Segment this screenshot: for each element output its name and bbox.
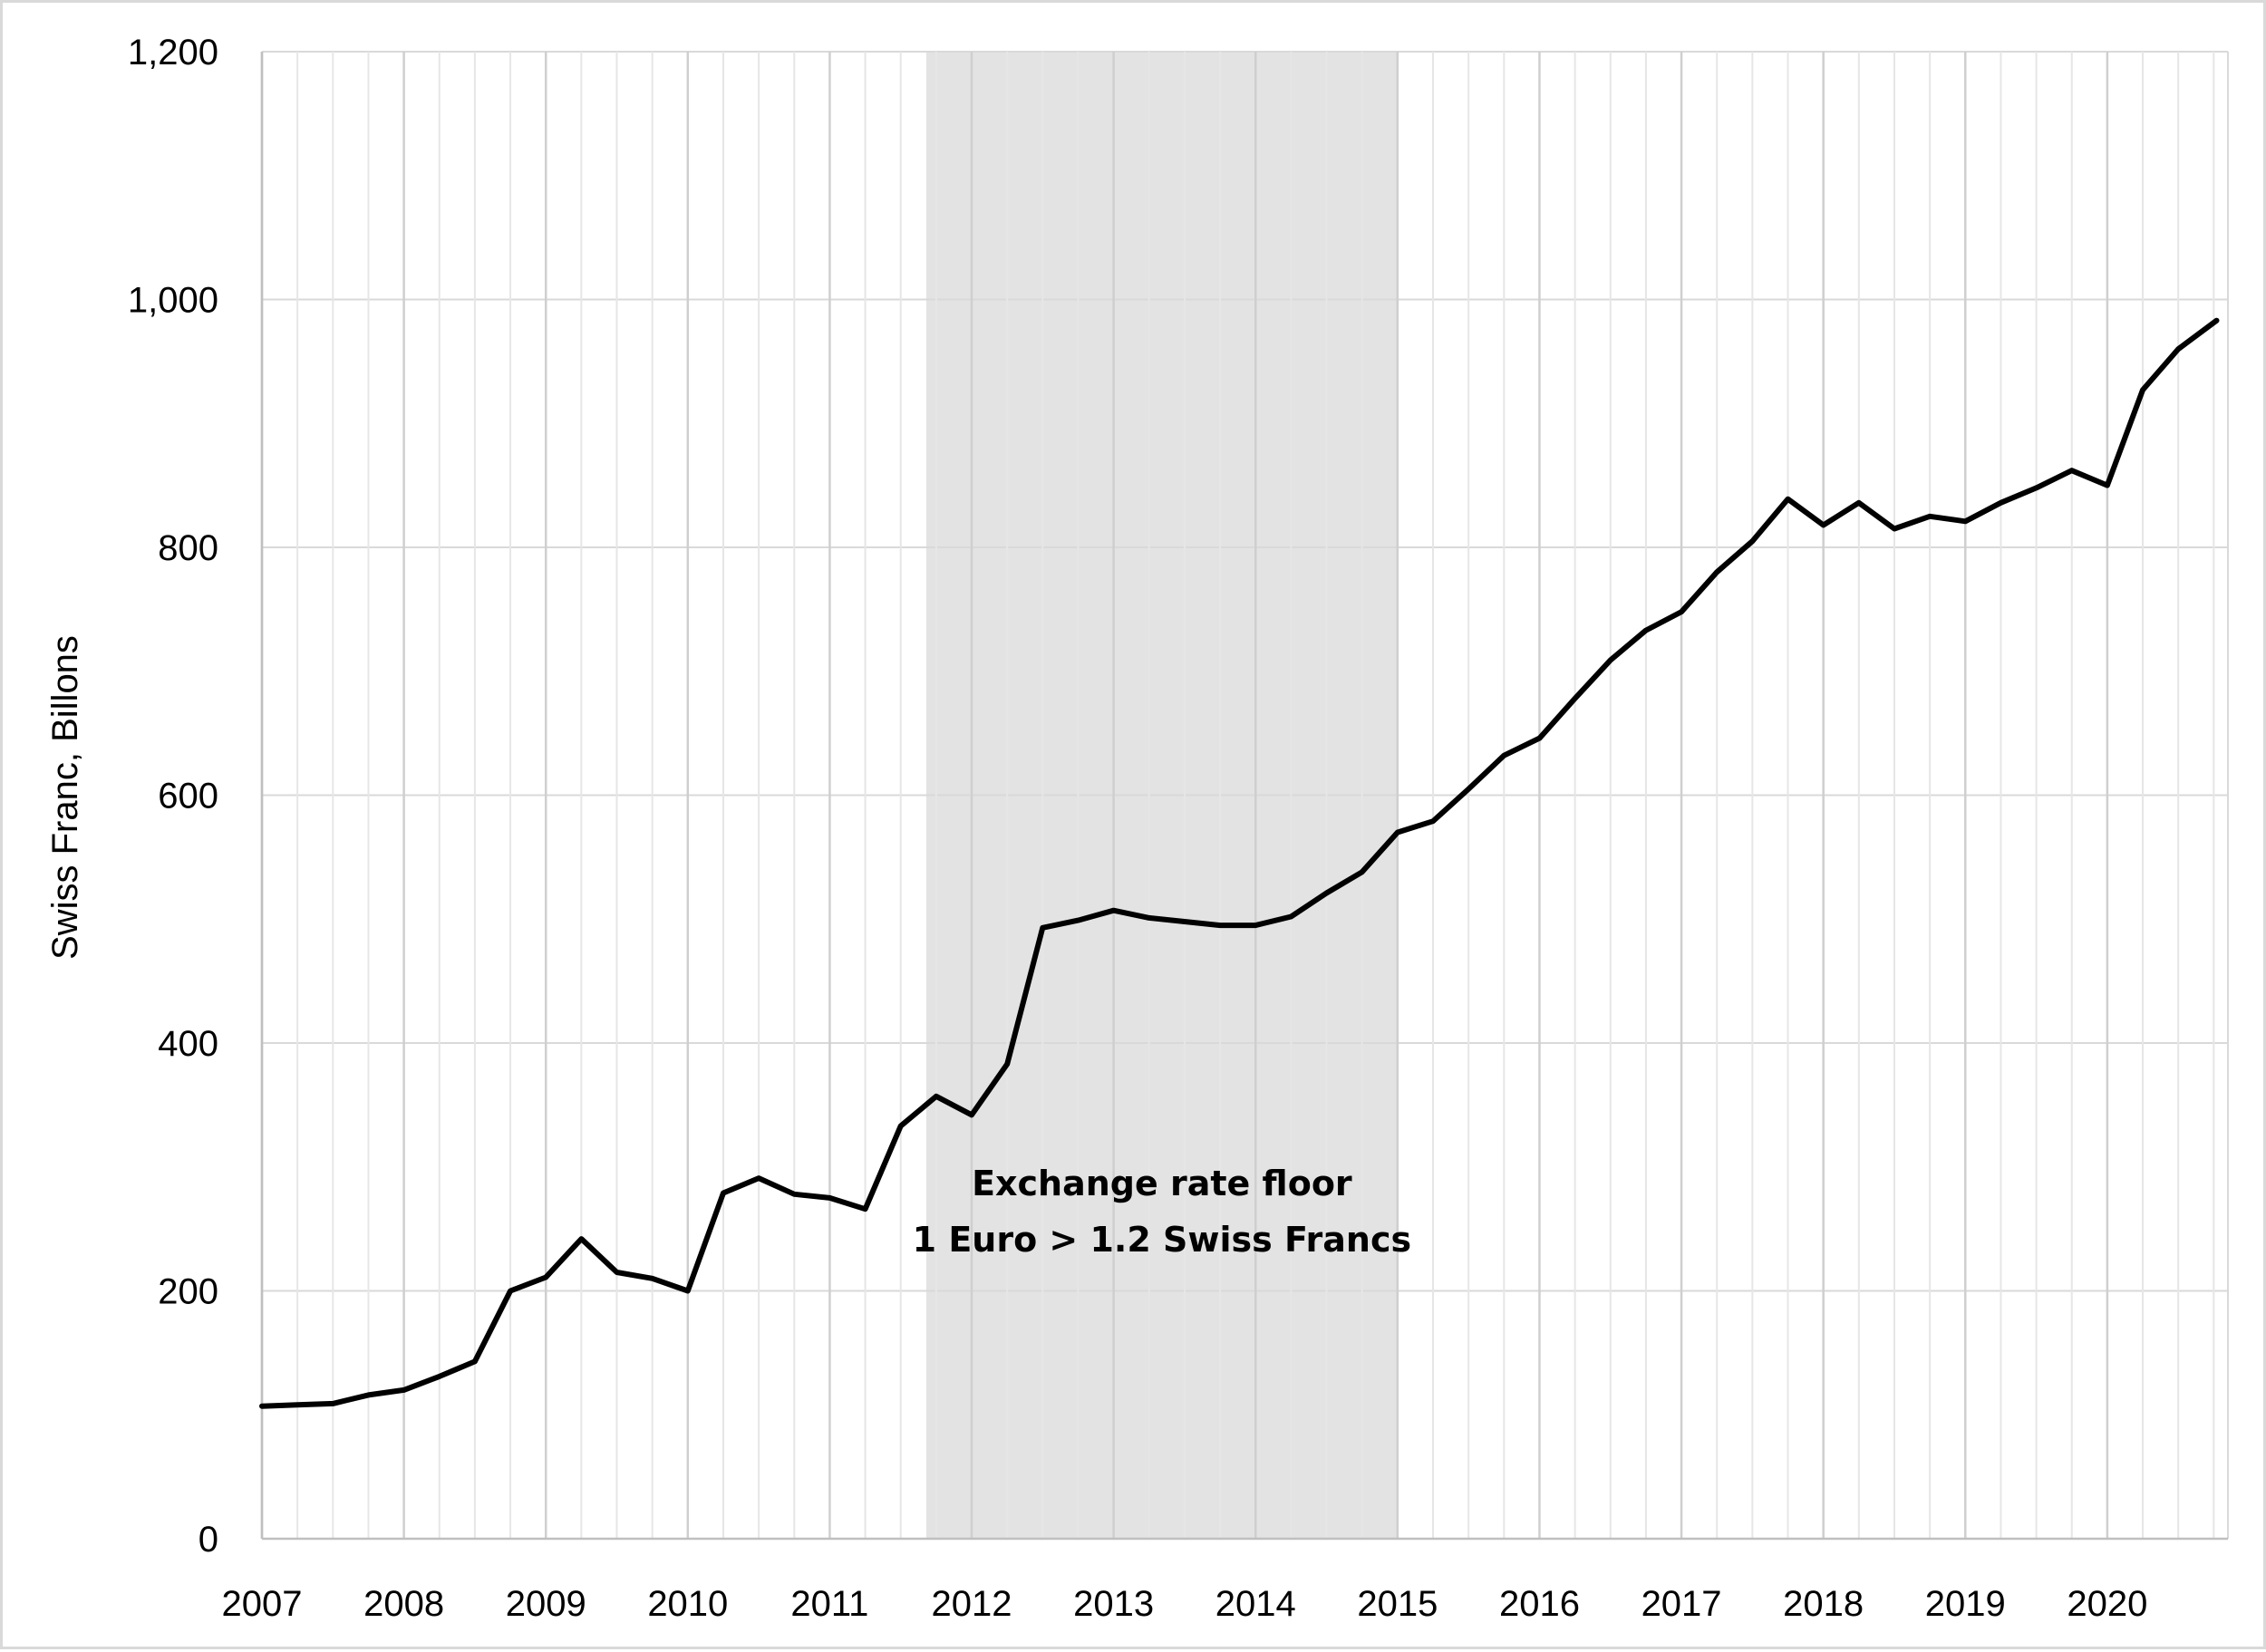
data-point (1962, 518, 1968, 524)
x-tick-label: 2009 (506, 1584, 586, 1624)
label-layer: Swiss Franc, Billons Exchange rate floor… (45, 33, 2147, 1624)
x-tick-label: 2020 (2067, 1584, 2147, 1624)
x-tick-label: 2012 (932, 1584, 1012, 1624)
data-point (2069, 468, 2075, 473)
line-chart: Swiss Franc, Billons Exchange rate floor… (45, 33, 2229, 1624)
data-point (1679, 609, 1684, 614)
data-point (1786, 497, 1791, 502)
data-point (1998, 500, 2003, 506)
data-point (1147, 915, 1152, 921)
data-point (2175, 346, 2181, 352)
data-point (1466, 787, 1471, 792)
data-point (1004, 1061, 1010, 1067)
data-point (721, 1190, 726, 1195)
data-point (791, 1192, 797, 1197)
x-tick-label: 2015 (1357, 1584, 1438, 1624)
data-point (1430, 818, 1436, 824)
data-point (898, 1124, 904, 1129)
data-point (650, 1276, 655, 1281)
data-point (402, 1387, 407, 1393)
data-point (295, 1402, 300, 1407)
series-line (259, 317, 2220, 1409)
y-tick-label: 400 (158, 1024, 218, 1064)
data-point (934, 1094, 939, 1099)
y-tick-label: 600 (158, 777, 218, 816)
data-point (472, 1358, 478, 1364)
data-point (259, 1404, 265, 1409)
x-tick-label: 2013 (1073, 1584, 1154, 1624)
data-point (1643, 628, 1649, 633)
shaded-region-label-line1: Exchange rate floor (972, 1164, 1352, 1203)
data-point (1075, 918, 1080, 923)
data-point (1501, 753, 1506, 758)
data-point (756, 1175, 761, 1181)
data-point (1182, 919, 1187, 924)
y-tick-label: 0 (199, 1520, 218, 1560)
x-tick-label: 2018 (1783, 1584, 1864, 1624)
data-point (1892, 526, 1897, 531)
x-tick-label: 2017 (1641, 1584, 1722, 1624)
data-point (2034, 485, 2039, 490)
data-point (1573, 696, 1578, 701)
y-tick-label: 1,000 (128, 281, 218, 321)
y-axis-label: Swiss Franc, Billons (45, 635, 85, 960)
data-point (1217, 923, 1223, 928)
data-point (1111, 908, 1117, 913)
data-point (2140, 387, 2145, 392)
data-point (1040, 925, 1045, 931)
data-point (1821, 522, 1826, 527)
data-point (1253, 923, 1258, 928)
y-tick-label: 800 (158, 528, 218, 568)
data-point (578, 1236, 584, 1241)
x-tick-label: 2019 (1925, 1584, 2006, 1624)
data-point (437, 1374, 442, 1379)
grid-layer (260, 51, 2229, 1539)
data-point (1714, 569, 1719, 575)
data-point (1395, 830, 1400, 836)
data-point (1288, 914, 1293, 920)
data-point (1749, 538, 1755, 544)
shaded-region-label-line2: 1 Euro > 1.2 Swiss Francs (913, 1220, 1411, 1260)
data-point (615, 1270, 620, 1275)
data-point (863, 1206, 868, 1212)
x-tick-label: 2014 (1215, 1584, 1296, 1624)
data-point (1360, 869, 1365, 874)
y-tick-label: 200 (158, 1272, 218, 1312)
data-point (685, 1289, 691, 1294)
x-tick-label: 2016 (1499, 1584, 1580, 1624)
data-point (365, 1392, 371, 1397)
data-point (330, 1401, 335, 1406)
data-point (1608, 657, 1613, 662)
series-layer (259, 317, 2220, 1409)
x-tick-label: 2010 (647, 1584, 728, 1624)
y-tick-label: 1,200 (128, 33, 218, 72)
data-point (543, 1274, 548, 1280)
data-point (508, 1289, 513, 1294)
data-point (1324, 891, 1330, 896)
data-point (827, 1195, 832, 1201)
axis-layer (260, 52, 2228, 1541)
x-tick-label: 2008 (363, 1584, 444, 1624)
data-point (1856, 500, 1862, 506)
x-tick-label: 2007 (222, 1584, 303, 1624)
data-point (969, 1112, 974, 1117)
data-point (2213, 318, 2219, 324)
data-point (1927, 514, 1932, 519)
data-point (2105, 483, 2110, 488)
x-tick-label: 2011 (790, 1584, 868, 1624)
data-point (1536, 736, 1542, 741)
